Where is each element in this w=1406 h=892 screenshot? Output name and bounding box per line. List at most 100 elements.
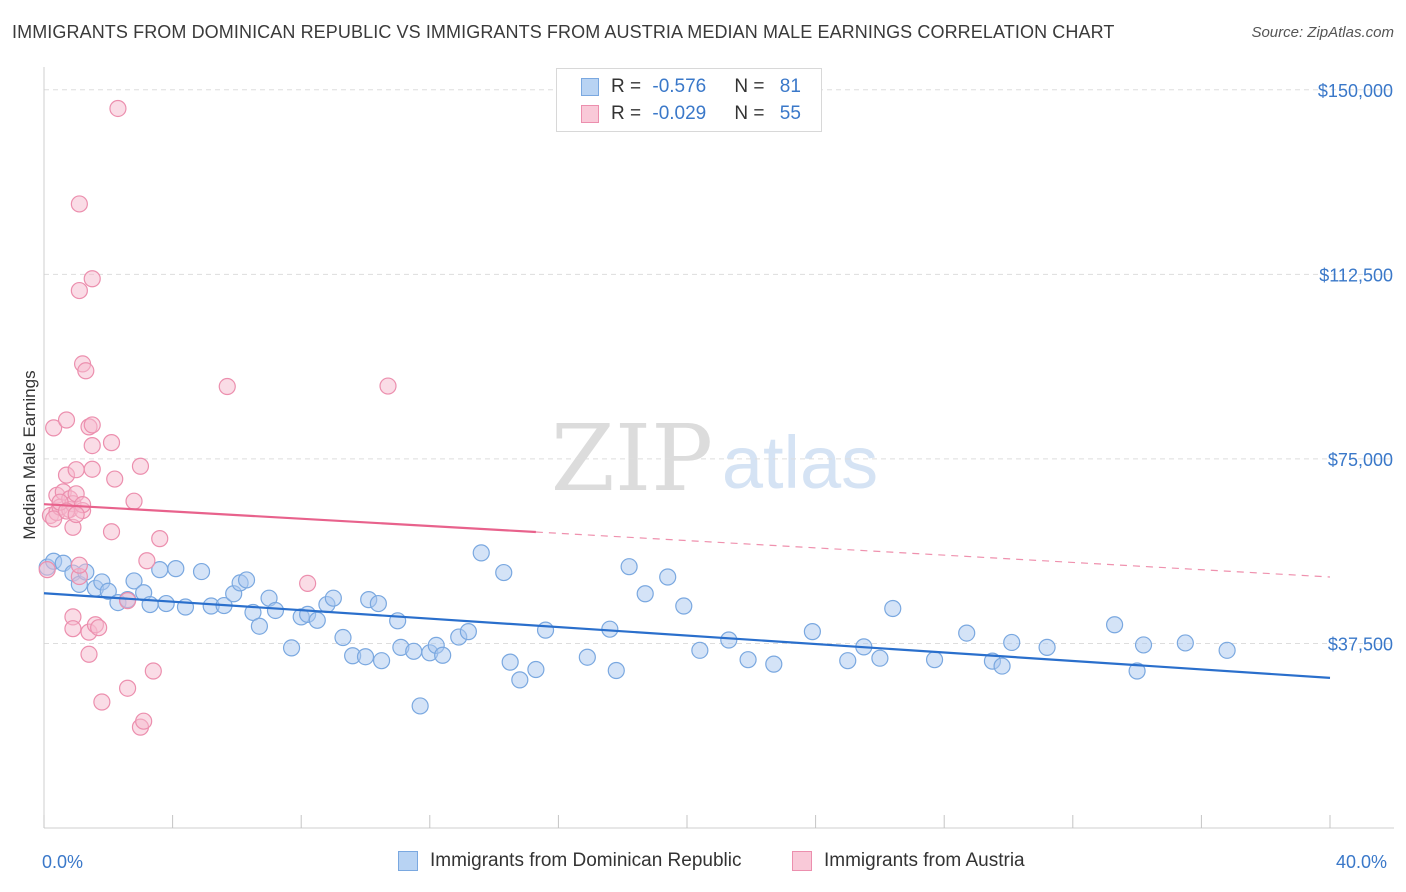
austria-point <box>109 99 127 118</box>
dominican-point <box>250 617 269 635</box>
austria-point <box>83 436 101 455</box>
dominican-point <box>244 603 262 622</box>
dominican-point <box>411 697 429 715</box>
dominican-point <box>472 544 490 562</box>
legend-r-value: -0.576 <box>652 76 707 97</box>
dominican-point <box>459 623 477 641</box>
austria-point <box>80 645 98 663</box>
dominican-point <box>1176 634 1194 652</box>
series-austria-points <box>38 99 397 736</box>
dominican-point <box>157 594 175 613</box>
legend-row-dominican: R = -0.576 N = 81 <box>581 74 801 100</box>
dominican-point <box>99 582 117 600</box>
austria-point <box>83 460 101 478</box>
dominican-point <box>578 648 596 666</box>
y-axis-title: Median Male Earnings <box>20 370 39 540</box>
dominican-point <box>495 563 513 582</box>
correlation-legend: R = -0.576 N = 81 R = -0.029 N = 55 <box>556 68 822 132</box>
austria-point <box>379 377 397 395</box>
dominican-point <box>620 558 638 576</box>
watermark-atlas: atlas <box>722 421 878 504</box>
austria-point <box>70 556 88 574</box>
dominican-point <box>1134 636 1153 654</box>
dominican-point <box>324 589 342 607</box>
austria-point <box>93 693 111 711</box>
axes <box>43 67 1394 829</box>
y-tick-label: $150,000 <box>1318 81 1393 101</box>
dominican-point <box>282 639 301 657</box>
dominican-point <box>739 651 757 669</box>
austria-point <box>83 416 101 434</box>
dominican-point <box>1218 641 1236 659</box>
dominican-point <box>607 661 625 680</box>
dominican-trend-line <box>43 592 1331 679</box>
austria-point <box>70 195 88 213</box>
austria-point <box>38 561 56 579</box>
dominican-point <box>839 652 857 670</box>
austria-point <box>45 510 63 528</box>
legend-n-value: 55 <box>779 103 801 124</box>
dominican-point <box>925 651 944 669</box>
x-tick-label-max: 40.0% <box>1336 852 1388 872</box>
dominican-point <box>1038 638 1056 656</box>
dominican-point <box>884 599 902 618</box>
dominican-point <box>1105 616 1124 634</box>
series-legend-label: Immigrants from Dominican Republic <box>430 850 742 871</box>
series-dominican-points <box>38 544 1236 715</box>
dominican-point <box>720 631 738 649</box>
austria-point <box>135 712 153 730</box>
y-tick-label: $112,500 <box>1319 265 1393 285</box>
dominican-point <box>536 621 555 639</box>
series-legend-dominican: Immigrants from Dominican Republic <box>398 850 742 872</box>
austria-point <box>106 470 124 488</box>
dominican-point <box>372 652 391 670</box>
dominican-point <box>434 646 452 664</box>
austria-point <box>90 619 108 637</box>
dominican-point <box>511 671 529 689</box>
dominican-point <box>334 628 352 647</box>
y-tick-label: $37,500 <box>1328 634 1393 654</box>
austria-point <box>131 457 150 475</box>
trend-lines <box>43 503 1331 679</box>
dominican-point <box>237 571 256 589</box>
austria-point <box>118 592 137 610</box>
series-legend-swatch-pink <box>792 851 812 871</box>
dominican-point <box>125 572 143 590</box>
austria-point <box>125 492 143 510</box>
austria-trend-extension <box>535 531 1331 578</box>
dominican-point <box>1128 662 1146 680</box>
austria-point <box>45 419 63 437</box>
dominican-point <box>1003 633 1021 652</box>
austria-point <box>102 523 121 541</box>
dominican-point <box>356 648 375 666</box>
austria-point <box>151 530 169 548</box>
austria-point <box>102 434 121 452</box>
source-credit: Source: ZipAtlas.com <box>1251 24 1394 41</box>
austria-trend-line <box>43 503 536 534</box>
austria-point <box>67 505 85 524</box>
y-tick-label: $75,000 <box>1328 450 1393 470</box>
dominican-point <box>527 660 545 679</box>
austria-point <box>144 662 162 680</box>
dominican-point <box>803 623 821 641</box>
legend-n-value: 81 <box>779 76 801 97</box>
dominican-point <box>993 657 1011 675</box>
legend-n-label: N = <box>734 103 770 124</box>
dominican-point <box>765 655 783 673</box>
austria-point <box>67 461 85 479</box>
dominican-point <box>958 624 976 642</box>
legend-r-label: R = <box>611 103 647 124</box>
dominican-point <box>659 568 677 586</box>
dominican-point <box>308 611 326 629</box>
austria-point <box>77 362 95 380</box>
dominican-point <box>369 594 387 613</box>
dominican-point <box>636 585 654 603</box>
series-legend-austria: Immigrants from Austria <box>792 850 1025 872</box>
austria-point <box>138 552 156 570</box>
austria-point <box>57 411 76 429</box>
chart-title: IMMIGRANTS FROM DOMINICAN REPUBLIC VS IM… <box>12 22 1115 42</box>
legend-row-austria: R = -0.029 N = 55 <box>581 101 801 127</box>
legend-r-value: -0.029 <box>652 103 707 124</box>
legend-r-label: R = <box>611 76 647 97</box>
